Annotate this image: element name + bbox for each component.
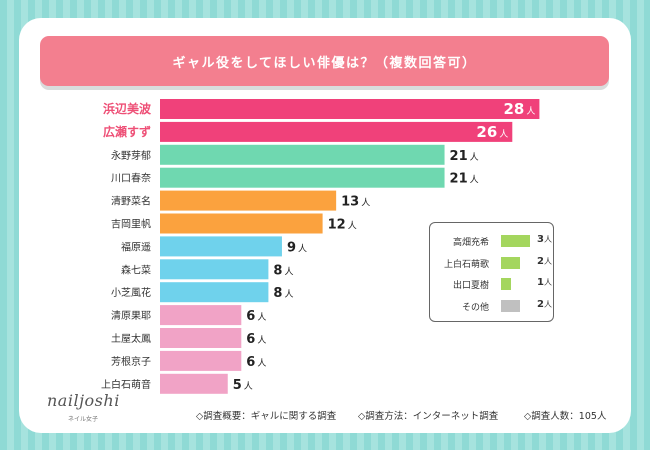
bar-9 xyxy=(160,282,269,303)
brand-sub: ネイル女子 xyxy=(68,416,99,423)
other-answer-value: 1人 xyxy=(537,277,552,288)
brand-logo: nailjoshi xyxy=(47,391,120,410)
bar-3 xyxy=(160,144,445,165)
footer-survey-count: ◇調査人数：105人 xyxy=(524,411,607,422)
category-label: 浜辺美波 xyxy=(103,101,152,116)
other-answer-row: その他 2人 xyxy=(430,296,555,316)
footer-survey-overview: ◇調査概要：ギャルに関する調査 xyxy=(196,411,337,422)
bar-4 xyxy=(160,167,445,188)
bar-13 xyxy=(160,373,228,394)
category-label: 土屋太鳳 xyxy=(111,332,151,345)
other-answers-box: 高畑充希 3人 上白石萌歌 2人 出口夏樹 1人 その他 2人 xyxy=(429,222,554,322)
chart-title: ギャル役をしてほしい俳優は？（複数回答可） xyxy=(40,36,609,86)
other-answer-bar xyxy=(501,299,520,312)
other-answer-bar xyxy=(501,278,511,290)
data-label: 12 人 xyxy=(328,218,357,233)
data-label: 26 人 xyxy=(476,123,508,141)
other-answer-bar xyxy=(501,235,530,247)
other-answer-value: 2人 xyxy=(537,298,552,310)
bar-2 xyxy=(160,121,513,142)
category-label: 広瀬すず xyxy=(103,124,151,139)
category-label: 芳根京子 xyxy=(111,355,151,368)
bar-5 xyxy=(160,190,337,211)
data-label: 13 人 xyxy=(341,195,370,210)
other-answer-row: 高畑充希 3人 xyxy=(430,231,555,251)
category-label: 福原遥 xyxy=(121,240,151,253)
other-answer-label: 上白石萌歌 xyxy=(443,259,489,270)
category-label: 吉岡里帆 xyxy=(111,218,151,231)
category-label: 上白石萌音 xyxy=(101,378,151,391)
bar-8 xyxy=(160,259,269,280)
bar-7 xyxy=(160,236,282,257)
footer-survey-method: ◇調査方法：インターネット調査 xyxy=(358,411,499,422)
other-answer-row: 上白石萌歌 2人 xyxy=(430,253,555,273)
category-label: 森七菜 xyxy=(121,263,151,276)
bar-11 xyxy=(160,328,242,348)
data-label: 28 人 xyxy=(504,100,536,118)
other-answer-label: その他 xyxy=(461,302,489,313)
other-answer-label: 高畑充希 xyxy=(452,238,489,248)
bar-6 xyxy=(160,213,323,234)
other-answer-value: 3人 xyxy=(537,234,552,245)
category-label: 清原果耶 xyxy=(111,309,151,322)
data-label: 21 人 xyxy=(450,172,479,187)
other-answer-bar xyxy=(501,256,520,269)
other-answer-row: 出口夏樹 1人 xyxy=(430,274,555,294)
other-answer-value: 2人 xyxy=(537,255,552,267)
bar-12 xyxy=(160,350,242,371)
bar-10 xyxy=(160,305,242,326)
category-label: 清野菜名 xyxy=(111,195,151,208)
category-label: 永野芽郁 xyxy=(111,149,151,162)
data-label: 21 人 xyxy=(450,149,479,164)
category-label: 小芝風花 xyxy=(111,286,151,299)
category-label: 川口春奈 xyxy=(111,172,151,185)
bar-1 xyxy=(160,99,540,119)
other-answer-label: 出口夏樹 xyxy=(452,281,489,291)
